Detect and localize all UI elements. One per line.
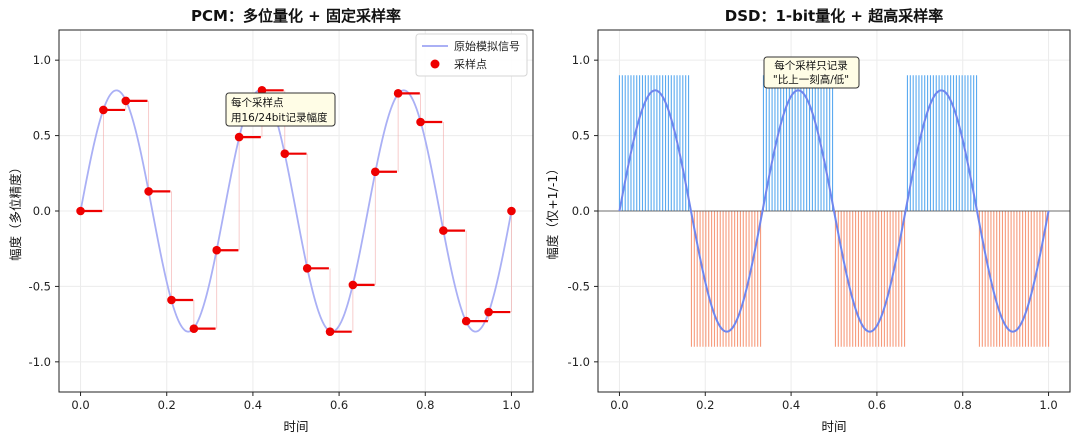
legend-line-label: 原始模拟信号 [454,39,520,53]
pcm-ticks: 0.0 0.2 0.4 0.6 0.8 1.0 1.0 0.5 0.0 -0.5 -1.0 [29,53,521,412]
pcm-xlabel: 时间 [283,419,308,434]
dsd-title: DSD：1-bit量化 + 超高采样率 [725,7,943,25]
pcm-ylabel: 幅度（多位精度） [8,161,23,261]
pcm-xtick-label: 0.2 [158,398,176,412]
pcm-ytick-label: -1.0 [29,355,51,369]
pcm-xtick-label: 0.6 [330,398,348,412]
dsd-ytick-label: 0.0 [572,204,590,218]
pcm-sample-point [76,206,85,216]
dsd-xtick-label: 0.2 [696,398,714,412]
pcm-sample-point [439,226,448,235]
pcm-ytick-label: 1.0 [33,53,51,67]
dsd-ylabel: 幅度（仅+1/-1） [545,162,560,260]
dsd-ytick-label: 0.5 [572,129,590,143]
dsd-panel: DSD：1-bit量化 + 超高采样率 0.0 0.2 0.4 0.6 0.8 1.0 1.… [545,7,1071,434]
dsd-annotation-box [763,56,860,89]
pcm-xtick-label: 0.0 [71,398,89,412]
dsd-xtick-label: 0.4 [782,398,800,412]
pcm-sample-point [461,316,471,326]
pcm-annotation-box [225,92,336,127]
dsd-ticks: 0.0 0.2 0.4 0.6 0.8 1.0 1.0 0.5 0.0 -0.5 -1.0 [568,53,1058,412]
pcm-sample-point [507,206,516,216]
dsd-xtick-label: 1.0 [1039,398,1057,412]
dsd-pulses [618,75,1050,347]
dsd-xtick-label: 0.8 [954,398,972,412]
legend-marker-label: 采样点 [454,57,487,71]
pcm-xtick-label: 0.8 [416,398,434,412]
pcm-annotation-line-1: 每个采样点 [231,96,284,109]
pcm-sample-point [212,245,222,255]
pcm-sample-points [76,86,516,336]
dsd-annotation: 每个采样只记录 "比上一刻高/低" [763,56,860,89]
pcm-sample-point [484,307,493,317]
pcm-sample-point [325,327,335,336]
pcm-sample-point [99,105,108,115]
dsd-ytick-label: 1.0 [572,53,590,67]
pcm-sample-point [348,280,358,290]
dsd-ytick-label: -1.0 [568,355,590,369]
pcm-sample-point [189,324,199,333]
pcm-sample-point [393,89,403,98]
pcm-sample-point [144,187,153,196]
pcm-signal-line [79,89,513,333]
dsd-original-signal [618,89,1050,333]
pcm-legend: 原始模拟信号 采样点 [415,33,528,77]
pcm-sample-point [234,132,244,142]
pcm-ytick-label: -0.5 [29,279,51,293]
pcm-annotation-line-2: 用16/24bit记录幅度 [231,111,328,124]
pcm-sample-point [121,96,131,106]
dsd-xlabel: 时间 [821,419,846,434]
legend-marker-swatch [430,59,440,69]
pcm-stems [102,90,512,332]
pcm-title: PCM：多位量化 + 固定采样率 [191,7,401,25]
pcm-sample-point [167,295,176,305]
pcm-sample-point [416,117,425,127]
dsd-annotation-line-1: 每个采样只记录 [774,59,848,72]
legend-box [415,33,528,77]
pcm-ytick-label: 0.0 [33,204,51,218]
pcm-xtick-label: 0.4 [244,398,262,412]
pcm-annotation: 每个采样点 用16/24bit记录幅度 [225,92,336,127]
dsd-xtick-label: 0.6 [868,398,886,412]
dsd-signal-line [618,89,1050,333]
dsd-xtick-label: 0.0 [610,398,628,412]
pcm-ytick-label: 0.5 [33,129,51,143]
dsd-annotation-line-2: "比上一刻高/低" [773,73,849,86]
pcm-sample-point [280,149,290,158]
pcm-panel: PCM：多位量化 + 固定采样率 0.0 0.2 0.4 0.6 0.8 1.01.00.… [8,7,534,434]
pcm-xtick-label: 1.0 [502,398,520,412]
pcm-sample-point [370,167,380,177]
pcm-sample-point [302,264,312,273]
dsd-ytick-label: -0.5 [568,279,590,293]
pcm-original-signal [79,89,513,333]
pcm-sample-point [257,86,267,95]
